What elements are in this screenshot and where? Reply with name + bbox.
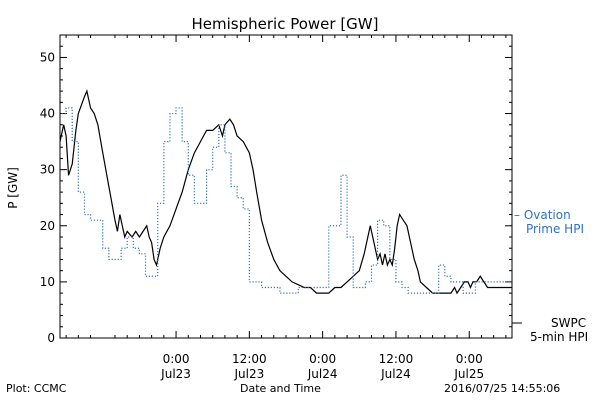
- footer-timestamp: 2016/07/25 14:55:06: [444, 382, 561, 395]
- y-tick-label: 0: [47, 331, 55, 345]
- footer-credit: Plot: CCMC: [6, 382, 67, 395]
- series-layer: [59, 46, 512, 295]
- x-tick-date-label: Jul25: [453, 367, 484, 381]
- x-tick-time-label: 0:00: [163, 352, 190, 366]
- y-tick-label: 10: [40, 275, 55, 289]
- x-tick-date-label: Jul23: [160, 367, 191, 381]
- x-tick-date-label: Jul24: [380, 367, 411, 381]
- y-tick-label: 20: [40, 219, 55, 233]
- y-tick-label: 40: [40, 107, 55, 121]
- y-tick-label: 50: [40, 50, 55, 64]
- series-line-1: [59, 46, 512, 294]
- plot-frame: [59, 34, 513, 339]
- legend-ovation-line2: Prime HPI: [526, 222, 584, 236]
- x-tick-time-label: 12:00: [379, 352, 414, 366]
- legend-swpc-line2: 5-min HPI: [530, 330, 588, 344]
- x-tick-time-label: 0:00: [456, 352, 483, 366]
- series-line-0: [59, 89, 512, 295]
- x-axis-label: Date and Time: [240, 382, 321, 395]
- x-axis: 0:00Jul2312:00Jul230:00Jul2412:00Jul240:…: [65, 35, 507, 381]
- legend-ovation-line1: – Ovation: [514, 208, 571, 222]
- y-tick-label: 30: [40, 163, 55, 177]
- x-tick-time-label: 0:00: [309, 352, 336, 366]
- x-tick-time-label: 12:00: [232, 352, 267, 366]
- chart-title: Hemispheric Power [GW]: [192, 15, 379, 33]
- legend-swpc-line1: SWPC: [551, 316, 586, 330]
- x-tick-date-label: Jul24: [307, 367, 338, 381]
- y-axis-label: P [GW]: [6, 167, 20, 209]
- x-tick-date-label: Jul23: [233, 367, 264, 381]
